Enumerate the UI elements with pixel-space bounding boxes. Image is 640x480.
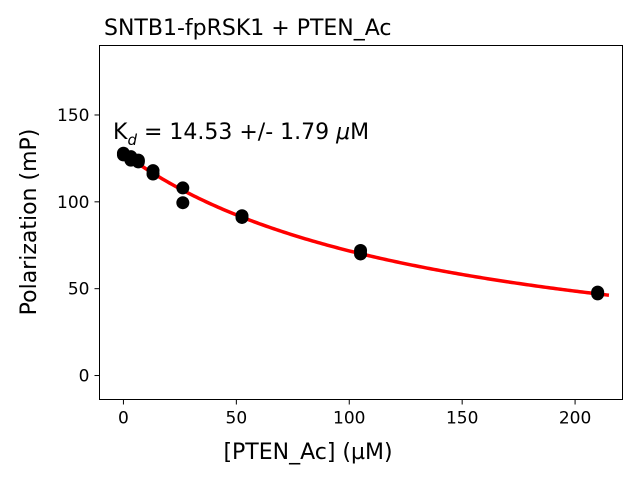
data-point (176, 181, 190, 195)
x-tick-label: 50 (226, 409, 248, 429)
chart-title: SNTB1-fpRSK1 + PTEN_Ac (104, 16, 392, 41)
data-point (131, 155, 145, 169)
x-axis-label: [PTEN_Ac] (µM) (223, 440, 392, 465)
y-tick-label: 50 (68, 280, 90, 300)
x-tick-label: 200 (559, 409, 591, 429)
y-axis-label: Polarization (mP) (17, 129, 42, 316)
plot-frame (99, 45, 623, 400)
data-point (235, 210, 249, 224)
x-tick-label: 150 (446, 409, 478, 429)
y-tick-label: 0 (79, 367, 90, 387)
y-tick-label: 100 (57, 193, 89, 213)
data-point (591, 287, 605, 301)
data-point (176, 196, 190, 210)
y-tick-label: 150 (57, 106, 89, 126)
x-tick-label: 100 (333, 409, 365, 429)
x-tick-label: 0 (118, 409, 129, 429)
annotation-kd: Kd = 14.53 +/- 1.79 μM (113, 120, 369, 149)
data-point (354, 247, 368, 261)
fit-curve (122, 151, 610, 297)
data-point (146, 167, 160, 181)
